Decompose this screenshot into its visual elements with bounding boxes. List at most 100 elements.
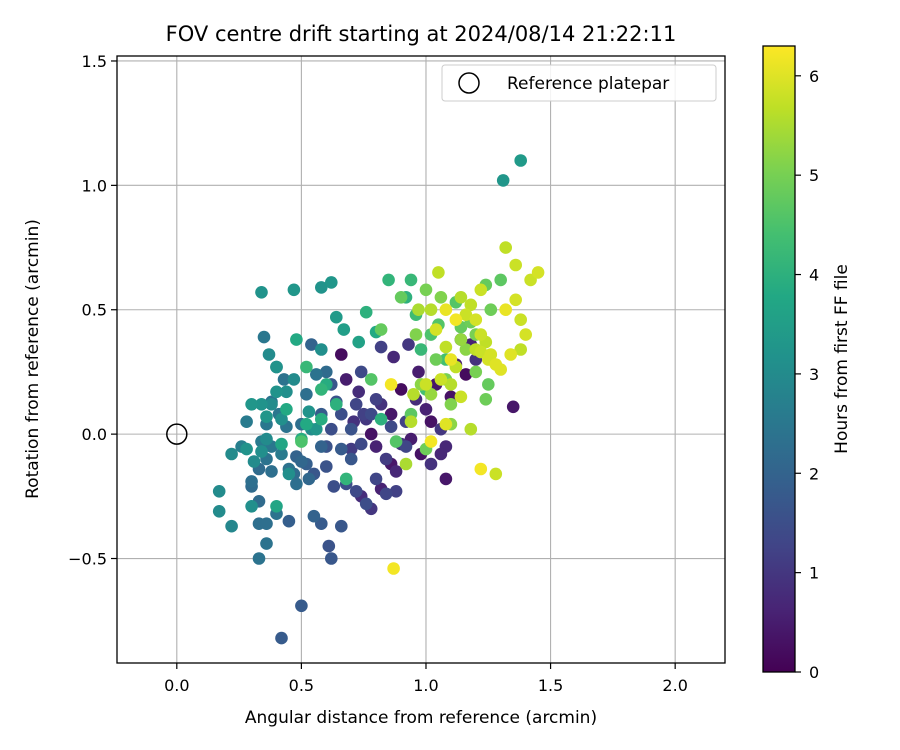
- data-point: [260, 432, 273, 446]
- data-point: [424, 435, 438, 448]
- data-point: [287, 283, 301, 297]
- data-point: [374, 340, 388, 354]
- data-point: [439, 340, 453, 354]
- colorbar-ticks: 0 1 2 3 4 5 6: [795, 67, 819, 682]
- data-point: [270, 360, 283, 374]
- data-point: [349, 485, 363, 498]
- data-point: [412, 365, 425, 379]
- data-point: [260, 410, 273, 424]
- data-point: [349, 398, 363, 411]
- data-point: [335, 442, 348, 456]
- data-point: [290, 333, 303, 346]
- data-point: [494, 363, 508, 376]
- data-point: [262, 348, 276, 361]
- data-point: [384, 407, 398, 421]
- colorbar-tick-label: 6: [809, 67, 819, 86]
- data-point: [337, 323, 351, 336]
- data-point: [330, 398, 343, 411]
- colorbar-tick-label: 2: [809, 464, 819, 483]
- data-point: [369, 393, 383, 406]
- data-point: [509, 293, 522, 307]
- data-point: [439, 472, 453, 486]
- data-point: [459, 343, 473, 356]
- data-point: [496, 174, 510, 187]
- data-point: [315, 440, 328, 453]
- data-point: [364, 373, 378, 386]
- data-point: [305, 338, 318, 351]
- data-point: [424, 388, 438, 401]
- data-point: [335, 348, 348, 361]
- data-point: [307, 509, 321, 523]
- data-point: [300, 360, 313, 374]
- legend: Reference platepar: [441, 64, 717, 102]
- data-point: [295, 455, 308, 468]
- data-point: [474, 328, 488, 341]
- data-point: [519, 328, 532, 341]
- data-point: [484, 348, 498, 361]
- data-point: [325, 276, 338, 289]
- data-point: [300, 417, 313, 431]
- y-tick-label: −0.5: [68, 550, 107, 569]
- data-point: [325, 422, 338, 436]
- data-point: [364, 427, 378, 441]
- data-point: [404, 273, 418, 287]
- data-point: [310, 422, 323, 436]
- data-point: [302, 472, 316, 486]
- data-point: [260, 517, 273, 530]
- data-point: [344, 452, 358, 466]
- data-point: [459, 308, 473, 322]
- data-point: [225, 519, 238, 533]
- data-point: [459, 368, 473, 381]
- data-point: [295, 435, 308, 448]
- data-point: [444, 398, 458, 411]
- data-point: [464, 422, 478, 436]
- data-point: [389, 485, 403, 498]
- data-point: [469, 365, 483, 379]
- data-point: [275, 412, 288, 426]
- colorbar-tick-label: 5: [809, 166, 819, 185]
- data-point: [280, 403, 293, 416]
- data-point: [359, 497, 373, 511]
- data-point: [434, 291, 448, 304]
- data-point: [454, 390, 468, 404]
- x-axis-label: Angular distance from reference (arcmin): [245, 708, 597, 728]
- data-point: [330, 310, 343, 324]
- data-point: [469, 313, 483, 327]
- data-point: [282, 514, 296, 528]
- data-point: [482, 378, 495, 391]
- y-tick-label: 0.0: [82, 425, 107, 444]
- data-point: [424, 415, 438, 429]
- data-point: [344, 422, 358, 436]
- data-point: [394, 291, 408, 304]
- data-point: [419, 378, 433, 391]
- data-point: [464, 298, 478, 312]
- data-point: [275, 437, 288, 451]
- data-point: [322, 539, 336, 553]
- data-point: [394, 383, 408, 396]
- data-point: [424, 457, 438, 471]
- data-point: [260, 537, 273, 550]
- data-point: [514, 343, 527, 356]
- data-point: [315, 412, 328, 426]
- data-point: [302, 405, 316, 419]
- data-point: [315, 343, 328, 356]
- data-point: [354, 365, 368, 379]
- data-point: [484, 303, 498, 317]
- y-tick-label: 1.0: [82, 176, 107, 195]
- data-point: [327, 480, 341, 493]
- data-point: [474, 462, 488, 476]
- colorbar-tick-label: 4: [809, 266, 819, 285]
- data-point: [369, 440, 383, 453]
- data-point: [255, 286, 268, 299]
- data-point: [444, 378, 458, 391]
- data-point: [439, 303, 453, 317]
- data-point: [504, 348, 517, 361]
- data-point: [339, 472, 353, 486]
- grid-lines: [117, 56, 725, 663]
- y-tick-label: 1.5: [82, 52, 107, 71]
- data-point: [449, 313, 463, 327]
- x-tick-label: 2.0: [662, 676, 687, 695]
- data-point: [335, 407, 348, 421]
- data-point: [412, 303, 425, 317]
